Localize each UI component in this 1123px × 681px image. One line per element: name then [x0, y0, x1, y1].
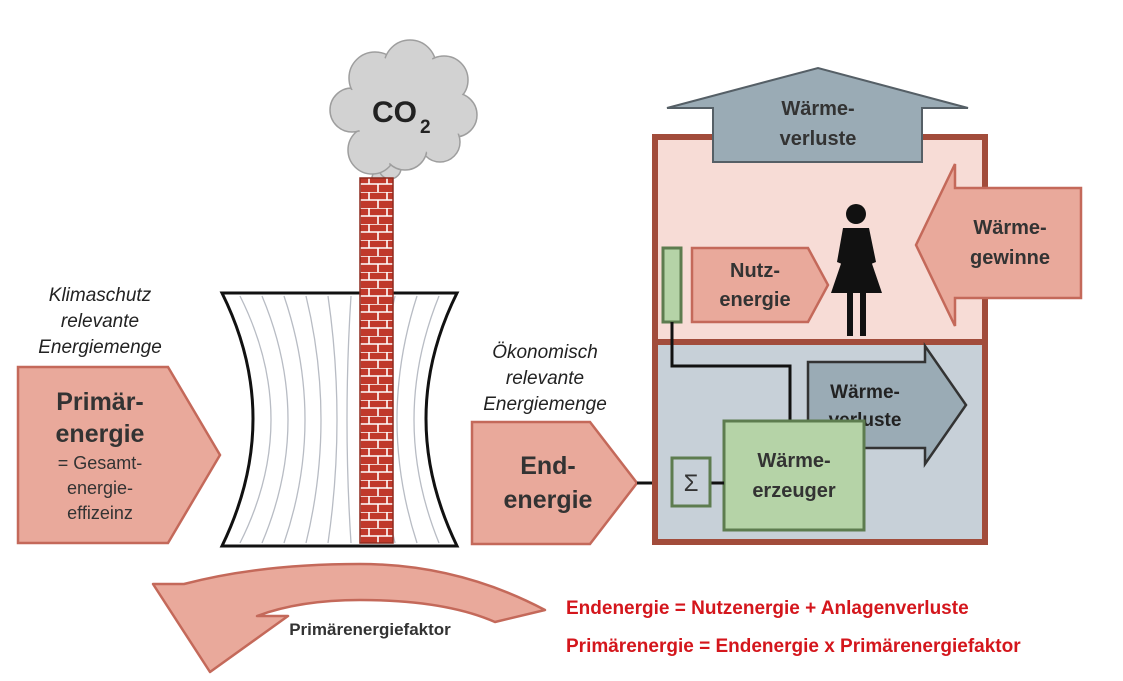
primary-energy-sub-3: effizeinz	[67, 503, 133, 523]
left-caption: Klimaschutz relevante Energiemenge	[38, 285, 162, 358]
primary-energy-arrow: Primär- energie = Gesamt- energie- effiz…	[16, 365, 222, 545]
primary-energy-title-1: Primär-	[56, 388, 144, 416]
primary-energy-sub-1: = Gesamt-	[58, 453, 143, 473]
heat-gains-label-1: Wärme-	[973, 217, 1046, 239]
meter-box: Σ	[670, 456, 724, 508]
formula-final-energy: Endenergie = Nutzenergie + Anlagenverlus…	[566, 598, 969, 619]
heat-loss-lower-label-1: Wärme-	[830, 382, 900, 403]
heat-generator: Wärme- erzeuger	[722, 419, 866, 532]
useful-energy-label-2: energie	[719, 289, 790, 311]
formula-primary-energy: Primärenergie = Endenergie x Primärenerg…	[566, 636, 1021, 657]
left-caption-line-3: Energiemenge	[38, 337, 162, 358]
final-energy-label-2: energie	[504, 486, 593, 514]
primary-energy-factor-arrow: Primärenergiefaktor	[151, 562, 547, 674]
middle-caption-line-1: Ökonomisch	[492, 342, 598, 363]
primary-energy-factor-label: Primärenergiefaktor	[289, 620, 451, 639]
final-energy-label-1: End-	[520, 452, 576, 480]
roof-heat-loss-arrow: Wärme- verluste	[666, 66, 969, 163]
roof-loss-label-2: verluste	[780, 128, 857, 150]
sigma-symbol: Σ	[684, 470, 699, 497]
co2-cloud: CO 2	[329, 39, 478, 187]
middle-caption-line-3: Energiemenge	[483, 394, 607, 415]
co2-subscript: 2	[420, 117, 431, 138]
useful-energy-label-1: Nutz-	[730, 260, 780, 282]
left-caption-line-1: Klimaschutz	[49, 285, 152, 306]
person-icon	[831, 204, 882, 336]
co2-label: CO	[372, 96, 417, 129]
left-caption-line-2: relevante	[61, 311, 139, 332]
heat-generator-label-2: erzeuger	[752, 480, 836, 502]
heating-pipe	[670, 322, 792, 422]
useful-energy-arrow: Nutz- energie	[690, 246, 830, 324]
heat-gains-arrow: Wärme- gewinne	[914, 163, 1083, 327]
roof-loss-label-1: Wärme-	[781, 98, 854, 120]
primary-energy-title-2: energie	[56, 420, 145, 448]
primary-energy-sub-2: energie-	[67, 478, 133, 498]
middle-caption: Ökonomisch relevante Energiemenge	[483, 342, 607, 415]
radiator	[661, 246, 683, 324]
heat-gains-label-2: gewinne	[970, 247, 1050, 269]
heat-generator-label-1: Wärme-	[757, 450, 830, 472]
middle-caption-line-2: relevante	[506, 368, 584, 389]
cooling-tower	[219, 291, 460, 548]
final-energy-arrow: End- energie	[470, 420, 639, 546]
chimney	[359, 177, 394, 544]
